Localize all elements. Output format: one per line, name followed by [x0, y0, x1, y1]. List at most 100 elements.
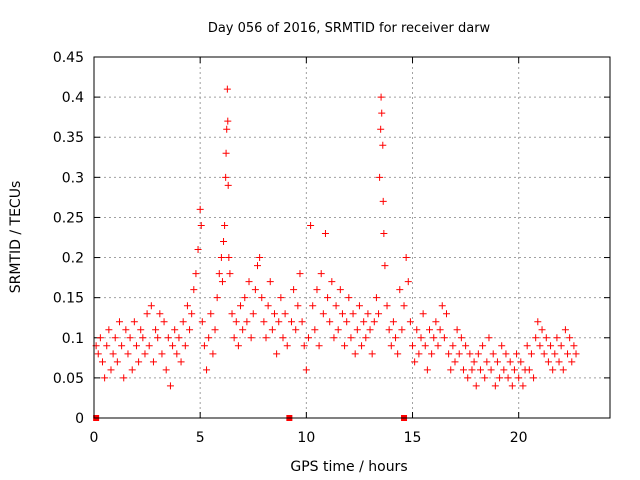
data-point [181, 342, 189, 350]
data-point [279, 334, 287, 342]
data-point [241, 294, 249, 302]
data-point [375, 310, 383, 318]
plot-frame [93, 56, 611, 419]
data-point [542, 334, 550, 342]
data-point [498, 342, 506, 350]
data-point [372, 294, 380, 302]
data-point [362, 334, 370, 342]
data-point [428, 350, 436, 358]
data-point [385, 326, 393, 334]
data-point [188, 310, 196, 318]
data-point [251, 286, 259, 294]
data-point [355, 302, 363, 310]
data-point [228, 310, 236, 318]
data-point [515, 374, 523, 382]
data-point [179, 318, 187, 326]
data-point [551, 350, 559, 358]
y-tick-label: 0.15 [53, 291, 84, 307]
data-point [197, 221, 205, 229]
data-point [324, 294, 332, 302]
data-point [430, 334, 438, 342]
data-point [266, 278, 274, 286]
data-point [442, 310, 450, 318]
data-point [135, 358, 143, 366]
data-point [296, 270, 304, 278]
data-point [538, 326, 546, 334]
data-point [128, 366, 136, 374]
data-point [130, 318, 138, 326]
data-point [347, 334, 355, 342]
data-point [249, 310, 257, 318]
data-point [220, 238, 228, 246]
data-point [383, 302, 391, 310]
data-point [256, 254, 264, 262]
data-point [519, 382, 527, 390]
data-point [481, 374, 489, 382]
data-point [122, 326, 130, 334]
data-point [464, 374, 472, 382]
data-point [440, 334, 448, 342]
data-point [415, 350, 423, 358]
data-point [283, 342, 291, 350]
data-point [315, 342, 323, 350]
data-point [360, 318, 368, 326]
data-points [92, 85, 580, 390]
data-point [564, 350, 572, 358]
data-point [311, 326, 319, 334]
y-tick-label: 0.45 [53, 50, 84, 66]
data-point [222, 149, 230, 157]
data-point [217, 254, 225, 262]
data-point [472, 382, 480, 390]
data-point [466, 350, 474, 358]
data-point [485, 334, 493, 342]
data-point [459, 366, 467, 374]
data-point [474, 350, 482, 358]
data-point [215, 270, 223, 278]
data-point [232, 318, 240, 326]
data-point [237, 302, 245, 310]
data-point [379, 141, 387, 149]
data-point [358, 342, 366, 350]
data-point [423, 366, 431, 374]
y-tick-label: 0.25 [53, 210, 84, 226]
data-point [525, 366, 533, 374]
data-point [419, 310, 427, 318]
x-tick-label: 5 [196, 430, 205, 446]
data-point [392, 334, 400, 342]
data-point [364, 310, 372, 318]
data-point [209, 350, 217, 358]
data-point [547, 342, 555, 350]
data-point [302, 366, 310, 374]
data-point [321, 229, 329, 237]
data-point [239, 326, 247, 334]
data-point [169, 342, 177, 350]
data-point [223, 85, 231, 93]
data-point [154, 334, 162, 342]
data-point [143, 310, 151, 318]
data-point [377, 93, 385, 101]
data-point [376, 173, 384, 181]
data-point [496, 374, 504, 382]
data-point [426, 326, 434, 334]
data-point [156, 310, 164, 318]
data-point [504, 374, 512, 382]
data-point [368, 350, 376, 358]
data-point [183, 302, 191, 310]
y-tick-label: 0.35 [53, 130, 84, 146]
data-point [493, 358, 501, 366]
data-point [455, 350, 463, 358]
data-point [234, 342, 242, 350]
data-point [510, 366, 518, 374]
data-point [111, 334, 119, 342]
data-point [479, 342, 487, 350]
data-point [270, 310, 278, 318]
data-point [264, 302, 272, 310]
data-point [449, 342, 457, 350]
x-axis-label: GPS time / hours [290, 459, 407, 475]
data-point [568, 358, 576, 366]
data-point [192, 270, 200, 278]
data-point [349, 310, 357, 318]
data-point [557, 342, 565, 350]
data-point [530, 374, 538, 382]
